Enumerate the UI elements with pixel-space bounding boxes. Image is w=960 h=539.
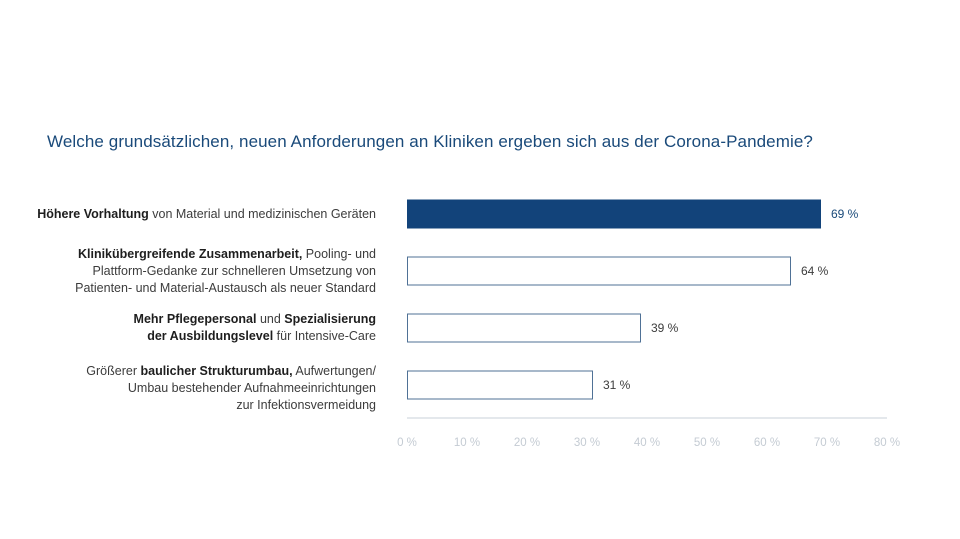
bar-2 — [407, 256, 791, 286]
x-tick-label: 50 % — [694, 437, 720, 449]
label-bold-segment: Spezialisierung — [284, 312, 376, 326]
label-bold-segment: Klinikübergreifende Zusammenarbeit, — [77, 247, 303, 261]
bar-value-label-2: 64 % — [801, 264, 829, 278]
category-label-line: Plattform-Gedanke zur schnelleren Umsetz… — [75, 263, 376, 280]
category-label-1: Höhere Vorhaltung von Material und mediz… — [37, 206, 376, 223]
label-segment: zur Infektionsvermeidung — [236, 398, 376, 412]
label-bold-segment: baulicher Strukturumbau, — [140, 364, 293, 378]
label-segment: Größerer — [86, 364, 141, 378]
chart-title: Welche grundsätzlichen, neuen Anforderun… — [47, 132, 813, 151]
category-label-line: Klinikübergreifende Zusammenarbeit, Pool… — [75, 246, 376, 263]
label-segment: Pooling- und — [302, 247, 376, 261]
bar-3 — [407, 313, 641, 343]
bar-1 — [407, 199, 821, 229]
category-label-2: Klinikübergreifende Zusammenarbeit, Pool… — [75, 246, 376, 297]
x-tick-label: 80 % — [874, 437, 900, 449]
category-label-line: Umbau bestehender Aufnahmeeinrichtungen — [86, 380, 376, 397]
category-label-line: Größerer baulicher Strukturumbau, Aufwer… — [86, 363, 376, 380]
label-segment: Aufwertungen/ — [292, 364, 376, 378]
label-segment: von Material und medizinischen Geräten — [148, 207, 376, 221]
category-label-line: der Ausbildungslevel für Intensive-Care — [134, 328, 376, 345]
label-segment: Patienten- und Material-Austausch als ne… — [75, 281, 376, 295]
x-tick-label: 60 % — [754, 437, 780, 449]
x-tick-label: 10 % — [454, 437, 480, 449]
label-segment: Umbau bestehender Aufnahmeeinrichtungen — [127, 381, 376, 395]
bar-value-label-1: 69 % — [831, 207, 859, 221]
category-label-line: zur Infektionsvermeidung — [86, 397, 376, 414]
x-tick-label: 70 % — [814, 437, 840, 449]
label-bold-segment: Höhere Vorhaltung — [37, 207, 149, 221]
label-segment: und — [256, 312, 285, 326]
label-segment: Plattform-Gedanke zur schnelleren Umsetz… — [92, 264, 376, 278]
category-label-3: Mehr Pflegepersonal und Spezialisierung d… — [134, 311, 376, 345]
label-bold-segment: Mehr Pflegepersonal — [133, 312, 257, 326]
x-tick-label: 30 % — [574, 437, 600, 449]
category-label-4: Größerer baulicher Strukturumbau, Aufwer… — [86, 363, 376, 414]
category-label-line: Höhere Vorhaltung von Material und mediz… — [37, 206, 376, 223]
label-bold-segment: der Ausbildungslevel — [147, 329, 274, 343]
x-tick-label: 0 % — [397, 437, 417, 449]
bar-value-label-3: 39 % — [651, 321, 679, 335]
x-tick-label: 20 % — [514, 437, 540, 449]
label-segment: für Intensive-Care — [273, 329, 376, 343]
category-label-line: Patienten- und Material-Austausch als ne… — [75, 280, 376, 297]
bar-value-label-4: 31 % — [603, 378, 631, 392]
category-label-line: Mehr Pflegepersonal und Spezialisierung — [134, 311, 376, 328]
bar-4 — [407, 370, 593, 400]
x-tick-label: 40 % — [634, 437, 660, 449]
